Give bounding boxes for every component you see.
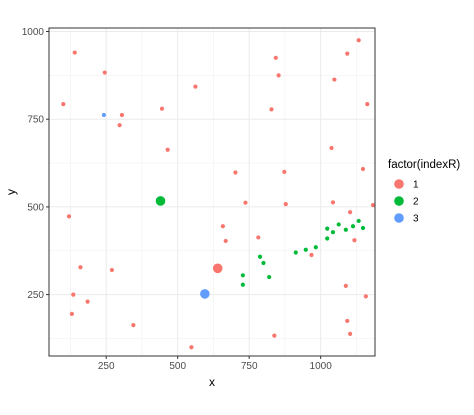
data-point xyxy=(261,260,266,266)
legend-key xyxy=(394,213,404,223)
data-point xyxy=(119,112,125,118)
y-tick-label: 500 xyxy=(27,202,44,213)
data-point xyxy=(303,247,308,252)
data-point xyxy=(350,224,356,229)
y-axis-title: y xyxy=(4,189,18,195)
x-tick-label: 500 xyxy=(169,361,186,372)
data-point xyxy=(109,267,115,273)
data-point xyxy=(345,51,350,56)
data-point xyxy=(78,265,83,270)
data-point xyxy=(212,263,223,274)
x-axis-title: x xyxy=(209,375,215,389)
panel-background xyxy=(49,28,375,356)
data-point xyxy=(360,166,366,172)
y-tick-label: 1000 xyxy=(22,27,45,38)
data-point xyxy=(85,299,90,304)
data-point xyxy=(282,169,287,174)
legend-keys: 1 2 3 xyxy=(394,179,419,225)
data-point xyxy=(220,224,225,229)
x-tick-label: 1000 xyxy=(310,361,333,372)
data-point xyxy=(69,311,74,317)
data-point xyxy=(267,274,272,280)
legend: factor(indexR) 1 2 3 xyxy=(388,159,460,225)
x-tick-label: 250 xyxy=(98,361,115,372)
data-point xyxy=(370,203,376,208)
data-point xyxy=(269,107,274,112)
data-point xyxy=(330,200,336,205)
y-tick-label: 750 xyxy=(27,115,44,126)
data-point xyxy=(256,235,261,240)
data-point xyxy=(343,283,348,288)
data-point xyxy=(273,55,278,60)
legend-title: factor(indexR) xyxy=(388,159,460,171)
data-point xyxy=(189,345,194,350)
x-tick-label: 750 xyxy=(241,361,258,372)
data-point xyxy=(155,196,166,206)
legend-label: 2 xyxy=(413,197,419,208)
data-point xyxy=(71,292,76,297)
data-point xyxy=(348,331,353,336)
data-point xyxy=(131,323,136,328)
data-point xyxy=(356,218,361,224)
legend-key xyxy=(394,196,404,206)
legend-label: 1 xyxy=(413,180,419,191)
data-point xyxy=(313,245,318,250)
data-point xyxy=(257,254,263,259)
data-point xyxy=(330,230,336,235)
grid-lines xyxy=(49,28,375,356)
data-point xyxy=(325,236,330,241)
data-point xyxy=(101,112,107,118)
data-point xyxy=(117,123,122,128)
data-point xyxy=(233,170,238,175)
legend-key xyxy=(394,179,404,189)
data-point xyxy=(272,333,277,338)
data-point xyxy=(102,70,107,75)
data-point xyxy=(61,102,66,107)
data-point xyxy=(356,38,361,43)
data-point xyxy=(365,102,370,107)
data-point xyxy=(66,214,72,219)
data-point xyxy=(352,238,357,243)
panel-border xyxy=(48,27,376,357)
y-tick-label: 250 xyxy=(27,290,44,301)
data-point xyxy=(240,282,245,287)
data-point xyxy=(345,318,350,324)
data-points xyxy=(61,38,376,350)
data-point xyxy=(223,238,228,244)
legend-label: 3 xyxy=(413,214,419,225)
data-point xyxy=(165,147,170,152)
data-point xyxy=(240,273,245,278)
axes: 250 500 750 1000 250 500 750 1000 xyxy=(22,27,332,372)
data-point xyxy=(343,227,348,232)
data-point xyxy=(293,250,298,255)
data-point xyxy=(329,145,334,151)
data-point xyxy=(159,106,165,111)
data-point xyxy=(243,200,248,205)
data-point xyxy=(325,226,330,231)
data-point xyxy=(363,294,368,299)
data-point xyxy=(348,210,353,215)
data-point xyxy=(360,225,366,231)
data-point xyxy=(283,202,288,207)
data-point xyxy=(72,50,77,55)
data-point xyxy=(193,84,198,89)
data-point xyxy=(336,222,341,227)
data-point xyxy=(200,289,210,299)
data-point xyxy=(276,73,281,78)
data-point xyxy=(332,77,337,82)
data-point xyxy=(309,252,314,258)
